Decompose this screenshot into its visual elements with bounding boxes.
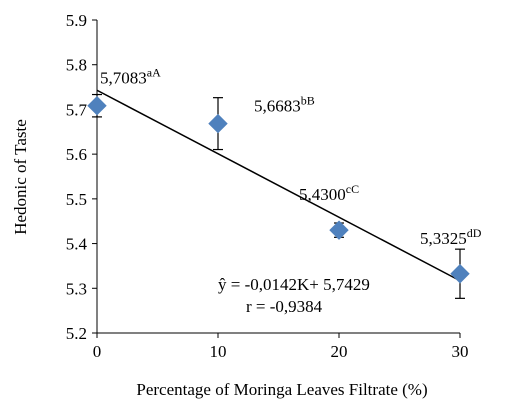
x-tick-label: 0 [93,342,102,361]
data-point [329,220,349,240]
data-point [87,96,107,116]
y-tick-label: 5.9 [66,11,87,30]
data-points [87,96,470,284]
data-label: 5,4300cC [299,182,359,204]
regression-equation: ŷ = -0,0142K+ 5,7429 [218,275,370,294]
y-tick-label: 5.7 [66,100,88,119]
x-tick-label: 20 [331,342,348,361]
data-point [208,113,228,134]
data-label: 5,6683bB [254,94,315,116]
y-ticks: 5.2 5.3 5.4 5.5 5.6 5.7 5.8 5.9 [66,11,97,343]
data-point [450,264,470,284]
y-axis-label: Hedonic of Taste [11,119,30,235]
y-tick-label: 5.3 [66,279,87,298]
trendline [96,89,461,282]
x-tick-label: 10 [210,342,227,361]
error-bars [92,93,465,299]
y-tick-label: 5.6 [66,145,87,164]
x-tick-label: 30 [452,342,469,361]
data-labels: 5,7083aA 5,6683bB 5,4300cC 5,3325dD [100,66,482,248]
x-axis-label: Percentage of Moringa Leaves Filtrate (%… [136,380,427,399]
axes [96,20,460,334]
y-tick-label: 5.4 [66,235,88,254]
y-tick-label: 5.2 [66,324,87,343]
correlation-coefficient: r = -0,9384 [246,297,323,316]
data-label: 5,3325dD [420,226,482,248]
y-tick-label: 5.5 [66,190,87,209]
data-label: 5,7083aA [100,66,161,88]
x-ticks: 0 10 20 30 [93,333,469,361]
y-tick-label: 5.8 [66,56,87,75]
